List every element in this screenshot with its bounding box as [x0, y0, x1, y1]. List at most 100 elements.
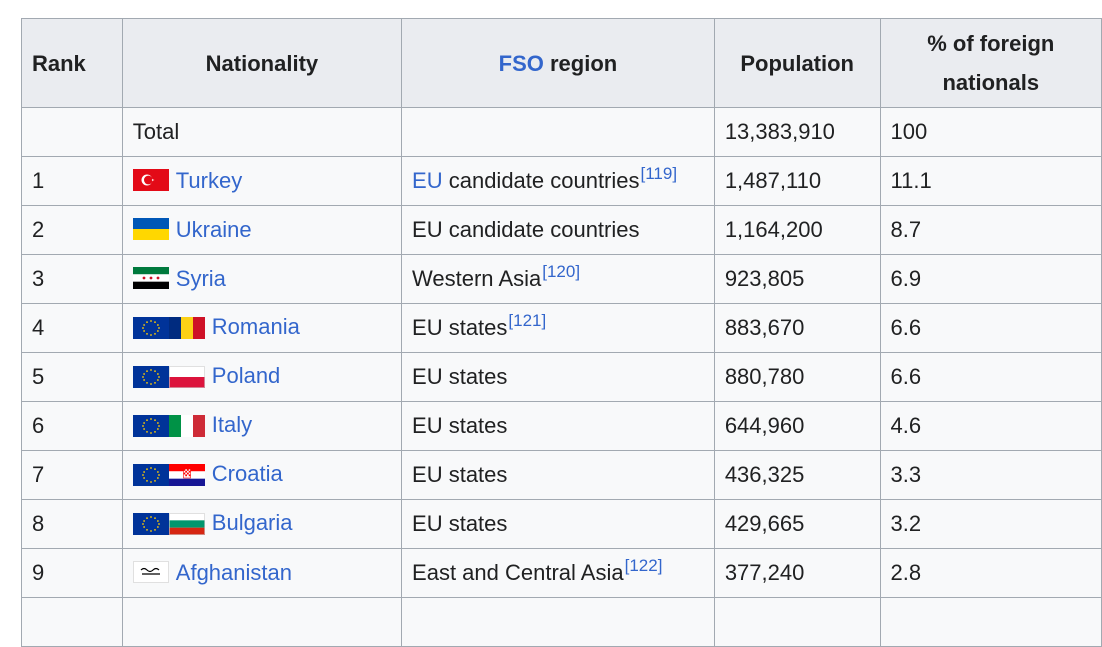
syria-flag-icon — [132, 267, 169, 289]
region-header[interactable]: FSO region — [401, 18, 715, 108]
italy-flag-icon — [132, 414, 205, 441]
percent-header-line2: nationals — [942, 70, 1040, 95]
population-cell: 923,805 — [713, 254, 881, 304]
population-header[interactable]: Population — [713, 18, 881, 108]
rank-cell: 6 — [21, 401, 123, 451]
rank-cell — [21, 597, 123, 647]
table-row: 9 Afghanistan East and Central Asia[122]… — [21, 548, 1102, 598]
rank-cell: 1 — [21, 156, 123, 206]
country-link-ukraine[interactable]: Ukraine — [175, 217, 252, 242]
rank-cell: 7 — [21, 450, 123, 500]
bulgaria-flag-icon — [132, 512, 205, 539]
eu-flag-icon — [132, 512, 169, 535]
population-cell: 377,240 — [713, 548, 881, 598]
turkey-flag-icon — [132, 169, 169, 191]
population-cell — [713, 597, 881, 647]
percent-cell: 3.2 — [879, 499, 1102, 549]
population-cell: 1,164,200 — [713, 205, 881, 255]
region-text: EU states — [412, 413, 508, 438]
croatia-flag-icon — [132, 463, 205, 490]
nationality-cell: Ukraine — [121, 205, 403, 255]
percent-cell: 11.1 — [879, 156, 1102, 206]
total-percent: 100 — [879, 107, 1102, 157]
nationality-cell: Syria — [121, 254, 403, 304]
region-cell: EU candidate countries[119] — [401, 156, 715, 206]
table-row: 3 Syria Western Asia[120] 923,805 6.9 — [21, 254, 1102, 304]
reference-link[interactable]: [121] — [508, 311, 547, 330]
eu-flag-icon — [132, 316, 169, 339]
percent-cell: 6.6 — [879, 303, 1102, 353]
total-region — [401, 107, 715, 157]
rank-header[interactable]: Rank — [21, 18, 123, 108]
total-row: Total 13,383,910 100 — [21, 107, 1102, 157]
country-link-syria[interactable]: Syria — [175, 266, 226, 291]
total-population: 13,383,910 — [713, 107, 881, 157]
eu-flag-icon — [132, 365, 169, 388]
region-text: EU states — [412, 511, 508, 536]
fso-link[interactable]: FSO — [498, 50, 544, 76]
region-cell: East and Central Asia[122] — [401, 548, 715, 598]
rank-cell: 8 — [21, 499, 123, 549]
rank-cell: 3 — [21, 254, 123, 304]
nationality-cell: Afghanistan — [121, 548, 403, 598]
country-link-italy[interactable]: Italy — [211, 411, 253, 437]
region-cell — [401, 597, 715, 647]
nationality-cell: Bulgaria — [121, 499, 403, 549]
reference-link[interactable]: [122] — [624, 556, 663, 575]
rank-cell: 2 — [21, 205, 123, 255]
rank-cell: 4 — [21, 303, 123, 353]
country-link-croatia[interactable]: Croatia — [211, 460, 283, 486]
region-cell: EU candidate countries — [401, 205, 715, 255]
region-cell: Western Asia[120] — [401, 254, 715, 304]
eu-flag-icon — [132, 463, 169, 486]
table-row: 1 Turkey EU candidate countries[119] 1,4… — [21, 156, 1102, 206]
country-link-afghanistan[interactable]: Afghanistan — [175, 560, 292, 585]
header-row: Rank Nationality FSO region Population %… — [21, 18, 1102, 108]
population-cell: 880,780 — [713, 352, 881, 402]
percent-cell: 8.7 — [879, 205, 1102, 255]
country-link-poland[interactable]: Poland — [211, 362, 281, 388]
country-link-romania[interactable]: Romania — [211, 313, 300, 339]
region-cell: EU states — [401, 450, 715, 500]
percent-header-line1: % of foreign — [927, 31, 1055, 56]
nationality-cell: Turkey — [121, 156, 403, 206]
region-cell: EU states — [401, 401, 715, 451]
region-text: EU states — [412, 315, 508, 340]
total-rank — [21, 107, 123, 157]
nationality-cell — [121, 597, 403, 647]
eu-link[interactable]: EU — [412, 168, 443, 193]
region-header-text: region — [549, 50, 618, 76]
region-text: Western Asia — [412, 266, 542, 291]
country-link-bulgaria[interactable]: Bulgaria — [211, 509, 293, 535]
table-row: 4 Romania EU states[121] 883,670 6.6 — [21, 303, 1102, 353]
poland-flag-icon — [132, 365, 205, 392]
nationality-cell: Poland — [121, 352, 403, 402]
table-row: 6 Italy EU states 644,960 4.6 — [21, 401, 1102, 451]
total-label: Total — [121, 107, 403, 157]
population-cell: 883,670 — [713, 303, 881, 353]
reference-link[interactable]: [120] — [542, 262, 581, 281]
region-text: EU states — [412, 364, 508, 389]
eu-flag-icon — [132, 414, 169, 437]
percent-header[interactable]: % of foreign nationals — [879, 18, 1102, 108]
nationality-cell: Italy — [121, 401, 403, 451]
percent-cell: 4.6 — [879, 401, 1102, 451]
region-text: EU states — [412, 462, 508, 487]
country-link-turkey[interactable]: Turkey — [175, 168, 243, 193]
table-row: 8 Bulgaria EU states 429,665 3.2 — [21, 499, 1102, 549]
region-cell: EU states — [401, 352, 715, 402]
region-cell: EU states[121] — [401, 303, 715, 353]
afghanistan-flag-icon — [132, 561, 169, 583]
table-row: 7 Croatia EU states 436,325 3.3 — [21, 450, 1102, 500]
percent-cell: 6.9 — [879, 254, 1102, 304]
ukraine-flag-icon — [132, 218, 169, 240]
percent-cell: 6.6 — [879, 352, 1102, 402]
region-cell: EU states — [401, 499, 715, 549]
table-row: 5 Poland EU states 880,780 6.6 — [21, 352, 1102, 402]
table-row: 2 Ukraine EU candidate countries 1,164,2… — [21, 205, 1102, 255]
population-cell: 429,665 — [713, 499, 881, 549]
nationality-header[interactable]: Nationality — [121, 18, 403, 108]
reference-link[interactable]: [119] — [640, 164, 678, 183]
rank-cell: 5 — [21, 352, 123, 402]
region-text: East and Central Asia — [412, 560, 624, 585]
